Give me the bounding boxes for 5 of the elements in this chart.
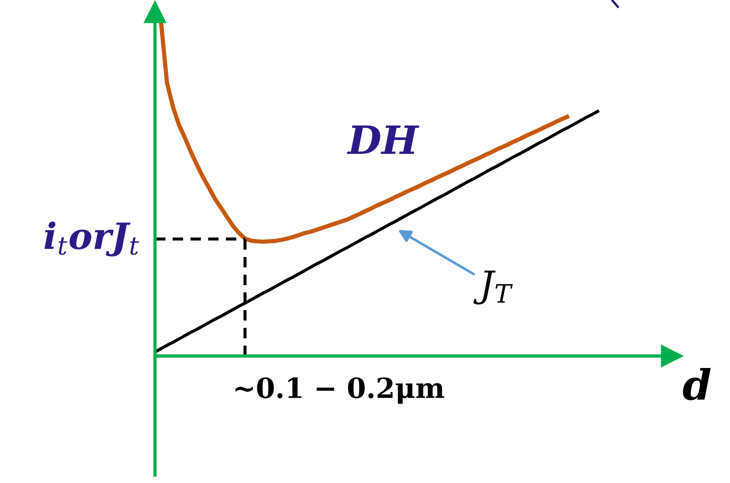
x-axis-title: d — [682, 368, 711, 400]
text: J$_{T}$ — [473, 270, 513, 304]
text: ~0.1 − 0.2μm — [235, 377, 444, 404]
ref-line-label: i$_{t}$orJ$_{t}$ — [44, 221, 140, 256]
series-label: DH — [346, 126, 420, 154]
